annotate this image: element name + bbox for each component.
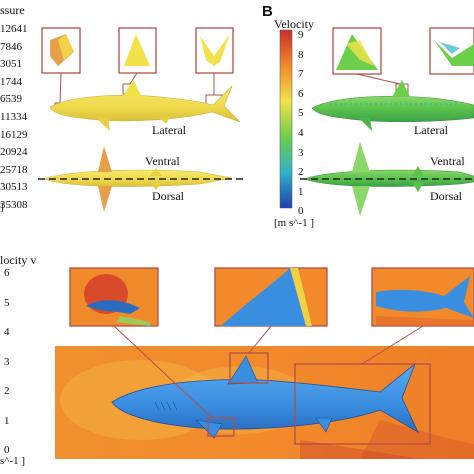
panel-a-legend-tick: 30513	[0, 181, 28, 194]
panel-c-inset-pectoral	[69, 267, 159, 327]
panel-b	[279, 27, 474, 216]
panel-a-label-dorsal: Dorsal	[152, 189, 184, 203]
panel-b-label-dorsal: Dorsal	[430, 189, 462, 203]
panel-c-legend-tick: 0	[4, 444, 10, 456]
panel-b-legend-tick: 6	[298, 87, 304, 100]
panel-b-label-ventral: Ventral	[430, 154, 465, 168]
panel-b-legend-tick: 2	[298, 166, 304, 179]
panel-a-legend-tick: 12641	[0, 23, 28, 35]
panel-b-legend-tick: 0	[298, 205, 304, 218]
panel-c-legend-tick: 3	[4, 355, 10, 368]
panel-c-legend-tick: 4	[4, 326, 10, 338]
panel-a-legend-tick: 16129	[0, 128, 28, 141]
panel-b-legend-unit: [m s^-1 ]	[274, 217, 314, 229]
panel-a-inset-snout	[41, 27, 81, 74]
panel-b-legend-tick: 1	[298, 185, 304, 198]
panel-b-legend-tick: 8	[298, 48, 304, 61]
panel-c	[55, 267, 474, 459]
panel-b-legend-tick: 7	[298, 68, 304, 81]
panel-b-colorbar	[279, 29, 293, 209]
panel-b-shark-lateral	[311, 80, 474, 131]
panel-a-legend-tick: 11334	[0, 111, 28, 123]
panel-a-legend-tick: 20924	[0, 146, 28, 159]
panel-a	[38, 27, 245, 212]
panel-b-legend-tick: 3	[298, 146, 304, 159]
panel-c-shark	[111, 355, 419, 439]
panel-c-legend-tick: 5	[4, 296, 10, 309]
panel-c-inset-dorsal-fin	[214, 267, 328, 327]
panel-c-legend-tick: 2	[4, 385, 10, 397]
panel-a-legend-title: ssure	[0, 3, 25, 17]
panel-c-legend-tick: 6	[4, 267, 10, 279]
panel-a-legend-tick: 25718	[0, 163, 28, 176]
panel-c-legend-tick: 1	[4, 414, 10, 427]
panel-b-legend-tick: 5	[298, 107, 304, 120]
panel-b-shark-ventral-dorsal	[300, 142, 474, 216]
panel-b-letter: B	[262, 3, 273, 20]
panel-b-inset-tail	[429, 27, 474, 75]
panel-a-legend-tick: 1744	[0, 75, 22, 88]
panel-a-label-lateral: Lateral	[152, 123, 186, 137]
panel-a-legend-tick: 6539	[0, 93, 22, 106]
panel-a-legend-unit: ]	[0, 201, 4, 213]
panel-b-legend-tick: 9	[298, 29, 304, 41]
panel-a-legend-tick: 7846	[0, 40, 22, 53]
panel-a-shark-ventral-dorsal	[38, 146, 245, 212]
panel-c-legend-unit: s^-1 ]	[0, 455, 26, 467]
panel-a-label-ventral: Ventral	[145, 154, 180, 168]
panel-b-legend-tick: 4	[298, 127, 304, 139]
panel-c-inset-tail	[371, 267, 474, 327]
panel-a-shark-lateral	[49, 80, 241, 131]
panel-a-legend-tick: 3051	[0, 58, 22, 71]
panel-c-legend-title: locity v	[0, 253, 37, 267]
panel-a-inset-dorsal-fin	[118, 27, 157, 74]
panel-b-label-lateral: Lateral	[414, 123, 448, 137]
panel-c-connectors	[113, 325, 424, 419]
panel-b-legend-title: Velocity	[274, 17, 314, 31]
panel-a-legend-tick: 35308	[0, 199, 28, 211]
panel-b-inset-fin	[332, 27, 382, 75]
panel-a-inset-tail	[195, 27, 234, 74]
